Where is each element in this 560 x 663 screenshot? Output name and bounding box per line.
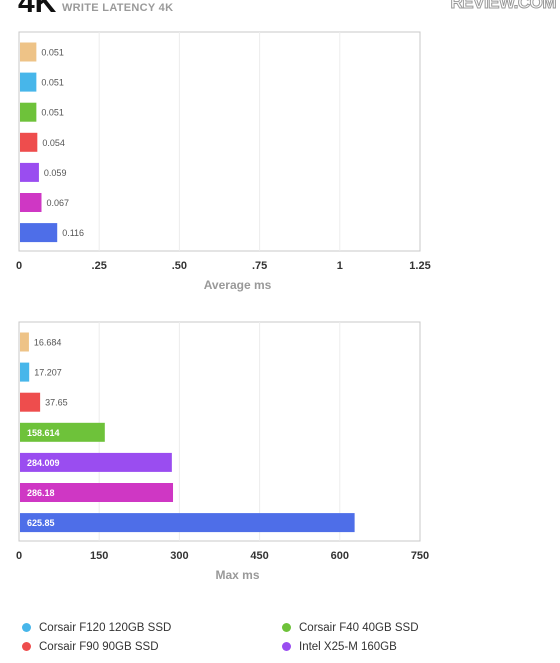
- tick-label: .75: [252, 260, 267, 272]
- chart-header: 4K WRITE LATENCY 4K REVIEW.COM: [0, 0, 560, 20]
- legend-dot-icon: [22, 623, 31, 632]
- section-label: 4K: [18, 0, 57, 19]
- legend-dot-icon: [282, 623, 291, 632]
- x-axis-label: Max ms: [215, 568, 259, 582]
- tick-label: 600: [331, 550, 349, 562]
- legend-label: Corsair F90 90GB SSD: [39, 641, 159, 653]
- tick-label: 1.25: [409, 260, 430, 272]
- max-latency-chart: 16.684 17.207 37.65 158.614 284.009 286.18 625…: [16, 321, 429, 582]
- data-label: 0.067: [46, 198, 69, 208]
- data-label: 0.054: [42, 138, 65, 148]
- legend-item-intel-x25m: Intel X25-M 160GB: [282, 641, 397, 653]
- tick-label: 0: [16, 260, 22, 272]
- data-label: 0.051: [41, 48, 64, 58]
- chart-subtitle: WRITE LATENCY 4K: [62, 2, 174, 14]
- bar: [20, 422, 105, 442]
- legend-item-corsair-f40: Corsair F40 40GB SSD: [282, 622, 419, 634]
- bar: [20, 332, 29, 352]
- bar: [20, 132, 38, 152]
- legend-label: Intel X25-M 160GB: [299, 641, 397, 653]
- data-label: 0.051: [41, 108, 64, 118]
- tick-label: 750: [411, 550, 429, 562]
- tick-label: 1: [337, 260, 343, 272]
- data-label: 16.684: [34, 338, 62, 348]
- legend-label: Corsair F40 40GB SSD: [299, 622, 419, 634]
- legend-item-corsair-f90: Corsair F90 90GB SSD: [22, 641, 159, 653]
- bar: [20, 42, 37, 62]
- bar: [20, 513, 355, 533]
- data-label: 158.614: [27, 428, 60, 438]
- tick-label: 300: [170, 550, 188, 562]
- tick-label: .25: [92, 260, 107, 272]
- brand-logo: REVIEW.COM: [450, 0, 557, 13]
- average-latency-chart: 0.051 0.051 0.051 0.054 0.059 0.067 0.116 0 .25.…: [16, 31, 431, 292]
- bar: [20, 193, 42, 212]
- tick-label: 450: [250, 550, 268, 562]
- data-label: 284.009: [27, 458, 60, 468]
- data-label: 286.18: [27, 488, 55, 498]
- x-axis-label: Average ms: [204, 278, 272, 292]
- bar: [20, 452, 172, 472]
- tick-label: 150: [90, 550, 108, 562]
- data-label: 0.051: [41, 78, 64, 88]
- legend-label: Corsair F120 120GB SSD: [39, 622, 172, 634]
- data-label: 0.116: [62, 228, 84, 238]
- tick-label: 0: [16, 550, 22, 562]
- data-label: 625.85: [27, 518, 55, 528]
- data-label: 0.059: [44, 168, 67, 178]
- legend-dot-icon: [22, 642, 31, 651]
- bar: [20, 102, 37, 122]
- legend-item-corsair-f120: Corsair F120 120GB SSD: [22, 622, 171, 634]
- tick-label: .50: [172, 260, 187, 272]
- data-label: 17.207: [34, 368, 62, 378]
- data-label: 37.65: [45, 398, 68, 408]
- bar: [20, 223, 58, 243]
- bar: [20, 392, 41, 412]
- legend-dot-icon: [282, 642, 291, 651]
- bar: [20, 483, 174, 502]
- bar: [20, 72, 37, 92]
- bar: [20, 362, 30, 382]
- legend: Corsair F120 120GB SSD Corsair F40 40GB …: [0, 610, 560, 663]
- plot-area: [18, 31, 421, 252]
- bar: [20, 162, 39, 182]
